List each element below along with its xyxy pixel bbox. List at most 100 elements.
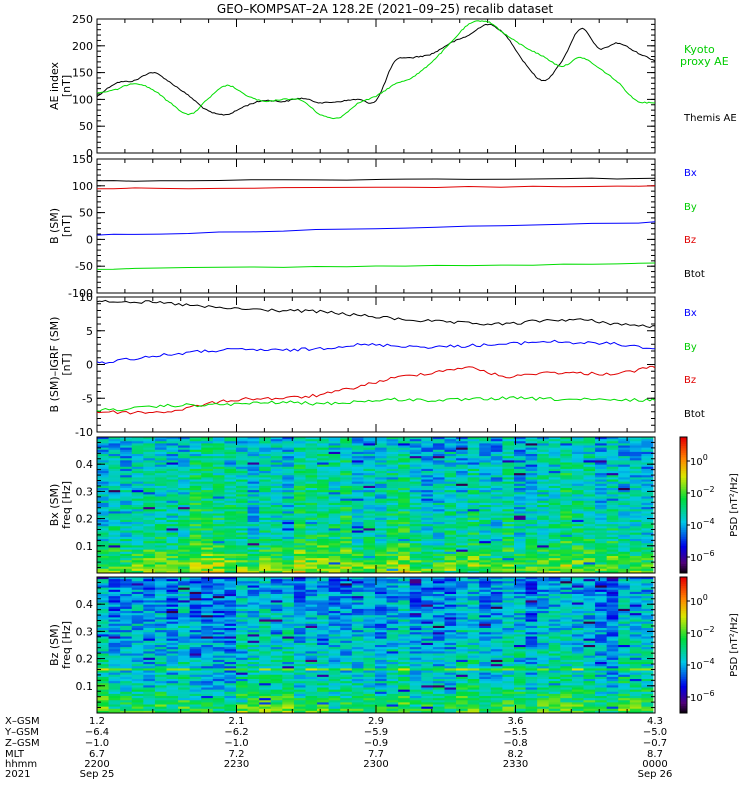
spectrogram-cell	[363, 517, 376, 521]
spectrogram-cell	[479, 549, 492, 553]
spectrogram-cell	[259, 647, 272, 650]
spectrogram-cell	[178, 528, 191, 531]
spectrogram-cell	[548, 541, 561, 544]
spectrogram-cell	[270, 585, 283, 589]
spectrogram-cell	[641, 494, 654, 497]
spectrogram-cell	[548, 536, 561, 540]
spectrogram-cell	[154, 657, 167, 661]
spectrogram-cell	[224, 681, 237, 684]
spectrogram-cell	[166, 456, 179, 459]
spectrogram-cell	[259, 536, 272, 540]
spectrogram-cell	[328, 473, 341, 476]
spectrogram-cell	[131, 632, 144, 635]
spectrogram-cell	[641, 483, 654, 487]
spectrogram-cell	[201, 581, 214, 584]
spectrogram-cell	[131, 443, 144, 446]
spectrogram-cell	[236, 700, 248, 703]
spectrogram-cell	[259, 596, 272, 599]
spectrogram-cell	[131, 451, 144, 455]
spectrogram-cell	[108, 502, 121, 506]
spectrogram-cell	[363, 507, 376, 510]
spectrogram-cell	[641, 570, 654, 574]
spectrogram-cell	[583, 458, 596, 461]
spectrogram-cell	[317, 460, 330, 463]
spectrogram-cell	[166, 526, 179, 529]
spectrogram-cell	[305, 539, 318, 542]
spectrogram-cell	[120, 636, 133, 640]
spectrogram-cell	[571, 449, 584, 453]
spectrogram-cell	[456, 517, 469, 521]
spectrogram-cell	[456, 460, 469, 463]
spectrogram-cell	[247, 615, 260, 618]
spectrogram-cell	[108, 466, 121, 470]
spectrogram-cell	[189, 462, 202, 466]
spectrogram-cell	[595, 479, 608, 483]
spectrogram-cell	[444, 479, 457, 483]
spectrogram-cell	[120, 460, 133, 463]
spectrogram-cell	[178, 608, 191, 612]
spectrogram-cell	[143, 623, 156, 627]
spectrogram-cell	[595, 517, 608, 521]
spectrogram-cell	[247, 479, 260, 483]
spectrogram-cell	[525, 492, 538, 495]
spectrogram-cell	[236, 483, 248, 487]
spectrogram-cell	[293, 683, 306, 686]
spectrogram-cell	[212, 443, 225, 446]
spectrogram-cell	[212, 670, 225, 674]
spectrogram-cell	[154, 558, 167, 561]
spectrogram-cell	[293, 530, 306, 534]
spectrogram-cell	[154, 468, 167, 472]
spectrogram-cell	[259, 513, 272, 517]
spectrogram-cell	[247, 507, 260, 510]
spectrogram-cell	[421, 558, 434, 561]
spectrogram-cell	[166, 539, 179, 542]
spectrogram-cell	[537, 547, 550, 551]
spectrogram-cell	[328, 511, 341, 514]
spectrogram-cell	[236, 630, 248, 633]
spectrogram-cell	[282, 594, 295, 597]
spectrogram-cell	[259, 551, 272, 555]
colorbar-cell	[680, 518, 687, 522]
spectrogram-cell	[201, 617, 214, 620]
spectrogram-cell	[178, 464, 191, 468]
spectrogram-cell	[317, 471, 330, 474]
spectrogram-cell	[282, 634, 295, 637]
spectrogram-cell	[108, 634, 121, 637]
spectrogram-cell	[618, 481, 631, 485]
spectrogram-cell	[166, 638, 179, 642]
spectrogram-cell	[212, 549, 225, 553]
spectrogram-cell	[178, 698, 191, 701]
spectrogram-cell	[189, 517, 202, 521]
spectrogram-cell	[108, 619, 121, 623]
spectrogram-cell	[293, 553, 306, 557]
spectrogram-cell	[224, 509, 237, 512]
spectrogram-cell	[514, 558, 526, 561]
spectrogram-cell	[305, 628, 318, 631]
spectrogram-cell	[479, 547, 492, 551]
spectrogram-cell	[97, 475, 109, 478]
spectrogram-cell	[247, 683, 260, 686]
spectrogram-cell	[444, 498, 457, 502]
spectrogram-cell	[479, 536, 492, 540]
spectrogram-cell	[398, 473, 411, 476]
spectrogram-cell	[108, 704, 121, 708]
spectrogram-cell	[154, 640, 167, 644]
spectrogram-cell	[537, 509, 550, 512]
spectrogram-cell	[224, 566, 237, 570]
spectrogram-cell	[270, 439, 283, 442]
spectrogram-cell	[97, 638, 109, 642]
spectrogram-cell	[236, 693, 248, 697]
spectrogram-cell	[201, 685, 214, 688]
spectrogram-cell	[409, 475, 422, 478]
colorbar-cell	[680, 505, 687, 508]
spectrogram-cell	[398, 485, 411, 489]
spectrogram-cell	[340, 451, 353, 455]
spectrogram-cell	[560, 517, 573, 521]
spectrogram-cell	[189, 577, 202, 580]
spectrogram-cell	[97, 615, 109, 618]
spectrogram-cell	[166, 621, 179, 625]
spectrogram-cell	[606, 539, 619, 542]
spectrogram-cell	[131, 505, 144, 508]
spectrogram-cell	[548, 490, 561, 493]
spectrogram-cell	[259, 615, 272, 618]
